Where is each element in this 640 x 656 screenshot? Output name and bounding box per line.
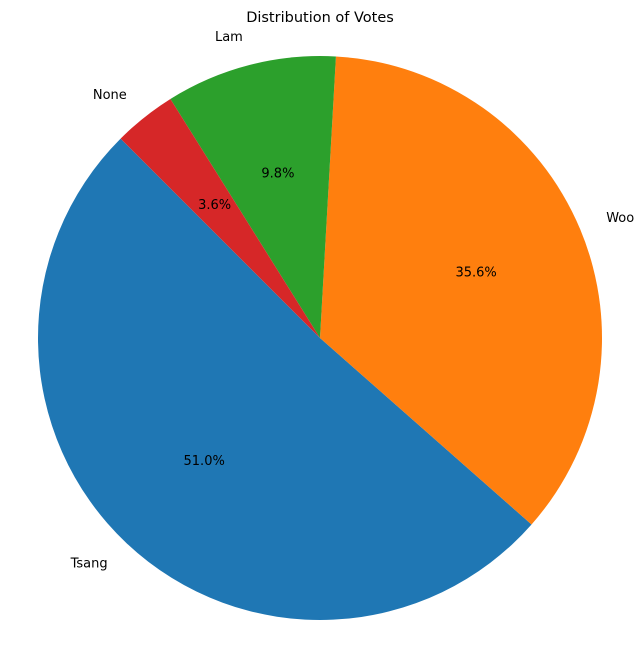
slice-label-tsang: Tsang bbox=[70, 557, 108, 572]
pct-label-none: 3.6% bbox=[198, 198, 231, 213]
pct-label-tsang: 51.0% bbox=[184, 454, 225, 469]
pie-slices bbox=[37, 56, 602, 621]
pie-slice-woo bbox=[320, 56, 602, 525]
pie-slice-tsang bbox=[37, 138, 532, 621]
pie-labels: 51.0% Tsang 35.6% Woo 9.8% Lam 3.6% None bbox=[70, 30, 635, 572]
pie-slice-lam bbox=[170, 56, 336, 339]
slice-label-lam: Lam bbox=[215, 30, 243, 45]
pct-label-lam: 9.8% bbox=[261, 167, 294, 182]
pie-slice-none bbox=[120, 98, 320, 338]
pct-label-woo: 35.6% bbox=[455, 265, 496, 280]
slice-label-none: None bbox=[93, 88, 127, 103]
slice-label-woo: Woo bbox=[606, 211, 634, 226]
chart-title: Distribution of Votes bbox=[246, 10, 394, 26]
